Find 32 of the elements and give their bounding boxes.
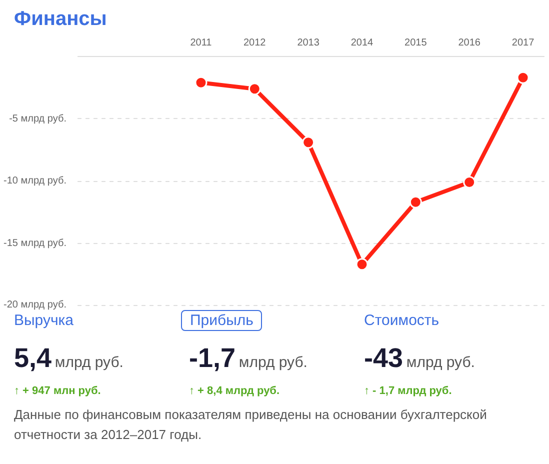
y-tick-label: -15 млрд руб. bbox=[4, 238, 67, 249]
x-tick-label: 2013 bbox=[297, 38, 320, 48]
text: ↑ + 947 млн руб. bbox=[14, 384, 102, 399]
point bbox=[463, 176, 476, 188]
text: млрд руб. bbox=[238, 354, 308, 372]
text: Прибыль bbox=[181, 310, 262, 331]
text: млрд руб. bbox=[54, 354, 124, 372]
point bbox=[409, 196, 422, 208]
text: Выручка bbox=[13, 311, 75, 330]
x-tick-label: 2011 bbox=[190, 38, 212, 48]
point bbox=[302, 136, 315, 149]
point bbox=[516, 71, 530, 84]
y-tick-label: -20 млрд руб. bbox=[4, 300, 67, 310]
chart-title: Финансы bbox=[14, 7, 107, 32]
x-tick-label: 2014 bbox=[350, 38, 374, 48]
text: -1,7 bbox=[189, 343, 236, 374]
text: млрд руб. bbox=[406, 354, 475, 372]
text: ↑ - 1,7 млрд руб. bbox=[364, 384, 453, 399]
text: Данные по финансовым показателям приведены на основании бухгалтерской отчетности за 2012–2017 годы. bbox=[14, 406, 488, 444]
text: -43 bbox=[364, 343, 404, 374]
y-tick-label: -10 млрд руб. bbox=[4, 176, 67, 186]
x-tick-label: 2012 bbox=[244, 38, 266, 48]
x-tick-label: 2015 bbox=[404, 38, 428, 48]
text: Стоимость bbox=[363, 311, 440, 330]
x-tick-label: 2017 bbox=[512, 38, 535, 48]
y-tick-label: -5 млрд руб. bbox=[9, 113, 67, 124]
point bbox=[356, 258, 368, 271]
point bbox=[248, 82, 261, 96]
x-tick-label: 2016 bbox=[458, 38, 481, 48]
text: ↑ + 8,4 млрд руб. bbox=[189, 384, 281, 399]
point bbox=[194, 76, 208, 89]
text: 5,4 bbox=[14, 343, 52, 374]
